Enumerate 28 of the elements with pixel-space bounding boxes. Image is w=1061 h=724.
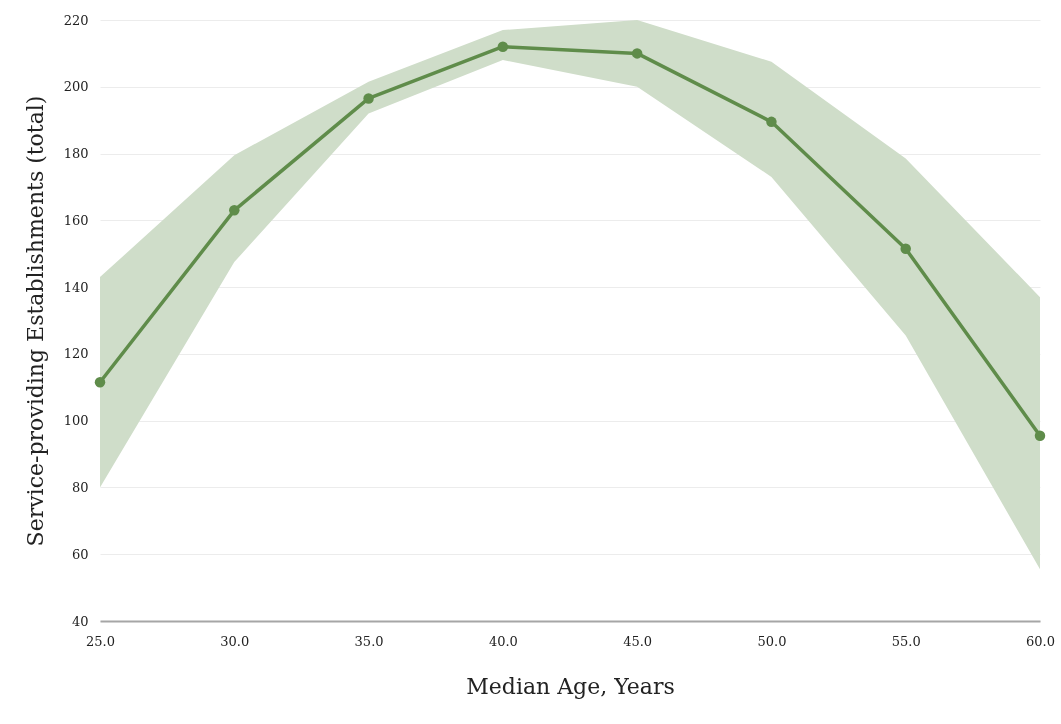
x-tick-label: 50.0 xyxy=(757,633,787,649)
point xyxy=(631,48,643,59)
point xyxy=(229,205,240,216)
x-tick-label: 40.0 xyxy=(488,633,518,649)
y-tick-label: 200 xyxy=(63,79,89,95)
y-axis-title: Service-providing Establishments (total) xyxy=(22,95,48,547)
point xyxy=(94,377,106,388)
point xyxy=(497,41,509,52)
y-tick-label: 160 xyxy=(63,212,89,228)
y-tick-label: 140 xyxy=(63,279,89,295)
point xyxy=(363,93,374,104)
y-tick-label: 100 xyxy=(63,413,89,429)
y-tick-label: 180 xyxy=(63,146,89,162)
point xyxy=(1034,430,1046,441)
x-tick-label: 35.0 xyxy=(354,633,384,649)
y-tick-label: 40 xyxy=(71,613,89,629)
x-tick-label: 30.0 xyxy=(220,633,250,649)
x-tick-label: 45.0 xyxy=(623,633,653,649)
point xyxy=(766,116,777,128)
y-tick-label: 220 xyxy=(63,12,89,28)
y-tick-label: 80 xyxy=(71,479,89,495)
x-tick-label: 55.0 xyxy=(891,633,921,649)
y-tick-label: 60 xyxy=(71,546,89,562)
y-tick-label: 120 xyxy=(63,346,89,362)
x-axis-title: Median Age, Years xyxy=(466,673,675,699)
x-tick-label: 60.0 xyxy=(1026,633,1055,649)
point xyxy=(900,243,911,254)
x-tick-label: 25.0 xyxy=(86,633,115,649)
